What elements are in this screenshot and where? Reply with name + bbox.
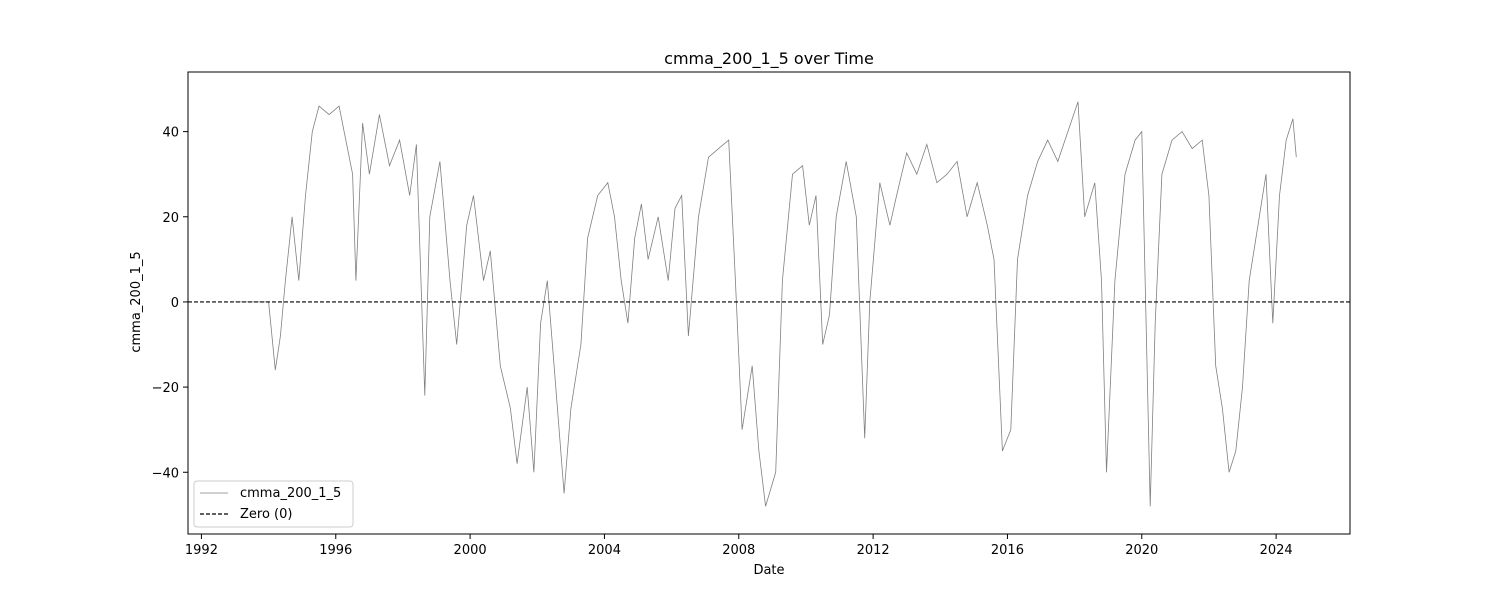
x-axis-label: Date — [753, 563, 784, 578]
legend-label-series: cmma_200_1_5 — [240, 486, 341, 501]
legend-label-zero: Zero (0) — [240, 507, 292, 522]
x-tick-label: 2000 — [454, 543, 487, 558]
x-tick-label: 2024 — [1260, 543, 1293, 558]
x-tick-label: 2020 — [1125, 543, 1158, 558]
y-tick-label: −40 — [152, 466, 179, 481]
x-tick-label: 2016 — [991, 543, 1024, 558]
x-axis: 1992 1996 2000 2004 2008 2012 2016 2020 2024 — [185, 534, 1293, 558]
series-line — [235, 101, 1297, 507]
y-tick-label: −20 — [152, 381, 179, 396]
chart-title: cmma_200_1_5 over Time — [664, 49, 874, 69]
y-tick-label: 0 — [171, 296, 179, 311]
plot-frame — [187, 71, 1351, 535]
x-tick-label: 2008 — [722, 543, 755, 558]
x-tick-label: 1996 — [319, 543, 352, 558]
x-tick-label: 2012 — [857, 543, 890, 558]
x-tick-label: 1992 — [185, 543, 218, 558]
x-tick-label: 2004 — [588, 543, 621, 558]
legend: cmma_200_1_5 Zero (0) — [193, 480, 354, 528]
y-tick-label: 40 — [162, 126, 179, 141]
plot-area — [188, 101, 1350, 507]
legend-box — [193, 480, 354, 528]
y-axis: −40 −20 0 20 40 — [152, 126, 188, 481]
y-axis-label: cmma_200_1_5 — [129, 251, 144, 352]
y-tick-label: 20 — [162, 211, 179, 226]
